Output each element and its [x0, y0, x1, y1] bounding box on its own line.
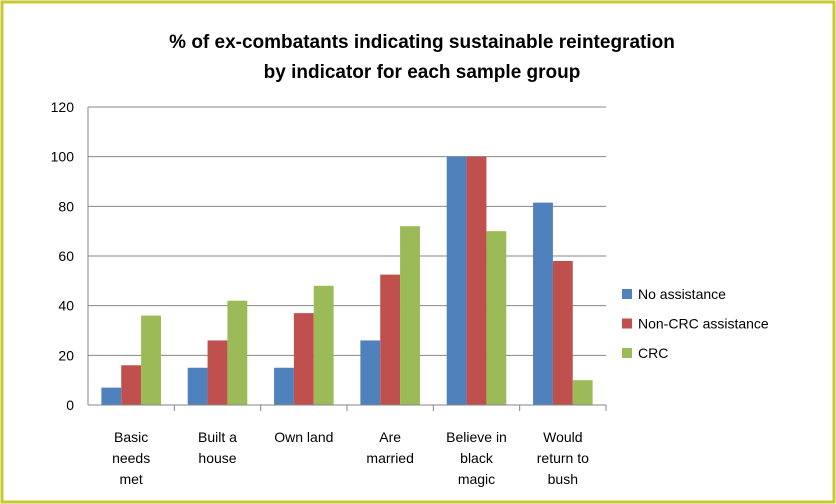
- bar: [274, 367, 294, 405]
- x-tick-label: Would return to bush: [537, 429, 589, 487]
- bar: [313, 285, 334, 405]
- bar: [207, 340, 228, 405]
- bar: [101, 387, 122, 405]
- bar: [360, 340, 381, 405]
- bar: [380, 274, 401, 405]
- bar: [552, 260, 573, 405]
- bar: [187, 367, 208, 405]
- legend-label: No assistance: [638, 286, 726, 302]
- legend-swatch: [622, 318, 632, 329]
- bar: [227, 300, 248, 405]
- y-tick-label: 100: [51, 149, 75, 165]
- x-tick-label: Believe in black magic: [446, 429, 507, 487]
- chart-title: % of ex-combatants indicating sustainabl…: [169, 32, 675, 83]
- x-tick-label: Are married: [366, 429, 413, 466]
- y-tick-label: 40: [58, 298, 74, 314]
- y-tick-label: 60: [58, 248, 74, 264]
- bar: [400, 226, 420, 405]
- y-tick-label: 0: [66, 397, 74, 413]
- x-tick-label: Own land: [274, 429, 333, 445]
- bar: [121, 365, 142, 405]
- bar: [141, 315, 161, 405]
- y-tick-label: 120: [51, 99, 75, 115]
- legend-swatch: [622, 348, 632, 358]
- x-tick-label: Built a house: [198, 429, 237, 466]
- bar: [486, 231, 507, 405]
- bar: [446, 156, 467, 405]
- legend-label: CRC: [638, 345, 668, 361]
- x-tick-label: Basic needs met: [112, 429, 150, 487]
- bar: [466, 156, 487, 405]
- bar: [293, 313, 314, 405]
- bar: [572, 380, 593, 405]
- bar: [533, 202, 553, 405]
- legend-label: Non-CRC assistance: [638, 316, 769, 332]
- y-tick-label: 20: [58, 347, 74, 363]
- legend-swatch: [622, 289, 632, 299]
- y-tick-label: 80: [58, 198, 74, 214]
